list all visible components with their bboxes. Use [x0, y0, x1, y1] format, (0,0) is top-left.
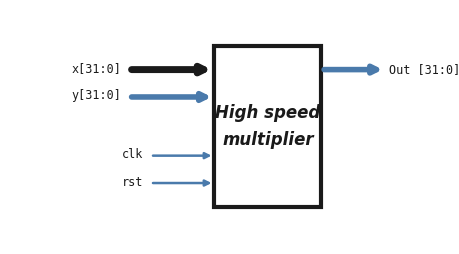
Text: Out [31:0]: Out [31:0]	[388, 63, 459, 76]
Text: multiplier: multiplier	[222, 131, 313, 149]
Text: clk: clk	[122, 148, 143, 161]
Text: rst: rst	[122, 176, 143, 188]
Text: x[31:0]: x[31:0]	[72, 62, 121, 75]
Bar	[214, 46, 320, 207]
Text: High speed: High speed	[215, 104, 320, 122]
Text: y[31:0]: y[31:0]	[72, 89, 121, 103]
